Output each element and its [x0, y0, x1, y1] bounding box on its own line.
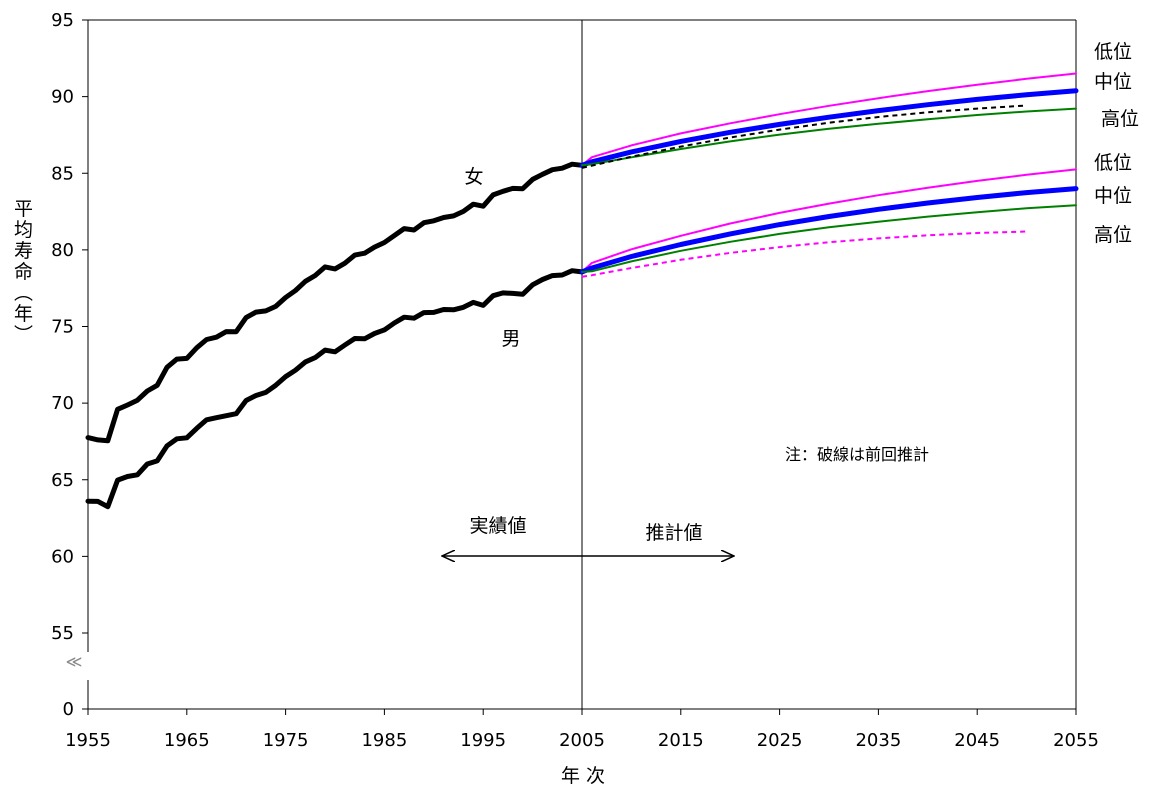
label-male-low: 低位	[1094, 152, 1132, 174]
label-male-mid: 中位	[1094, 185, 1132, 207]
y-tick-label-65: 65	[51, 470, 74, 491]
series-male-mid	[579, 186, 1079, 275]
label-female-low: 低位	[1094, 41, 1132, 63]
series-male-high	[581, 204, 1077, 273]
label-male-high: 高位	[1094, 224, 1132, 246]
x-tick-label-1955: 1955	[65, 730, 111, 751]
axis-break-icon: ≪	[66, 652, 83, 671]
plot-frame	[87, 19, 1077, 710]
label-female-mid: 中位	[1094, 71, 1132, 93]
label-actual: 実績値	[469, 515, 526, 537]
y-tick-label-85: 85	[51, 163, 74, 184]
y-tick-label-70: 70	[51, 393, 74, 414]
series-female-mid	[579, 88, 1079, 168]
label-projected: 推計値	[645, 522, 702, 544]
y-tick-label-bottom: 0	[63, 699, 74, 720]
x-axis-title: 年 次	[561, 765, 605, 787]
label-female-high: 高位	[1101, 108, 1139, 130]
series-female-actual	[85, 161, 585, 444]
x-tick-label-2015: 2015	[658, 730, 704, 751]
y-tick-label-80: 80	[51, 240, 74, 261]
x-tick-label-1965: 1965	[164, 730, 210, 751]
y-tick-label-95: 95	[51, 10, 74, 31]
series-female-low	[581, 72, 1077, 167]
series-male-low	[581, 168, 1077, 273]
series-female-prev	[581, 104, 1027, 169]
note-text: 注：破線は前回推計	[785, 445, 929, 464]
y-tick-label-55: 55	[51, 623, 74, 644]
y-tick-label-90: 90	[51, 87, 74, 108]
x-tick-label-1995: 1995	[460, 730, 506, 751]
x-tick-label-2055: 2055	[1053, 730, 1099, 751]
series-layer	[85, 72, 1079, 510]
y-tick-label-60: 60	[51, 546, 74, 567]
series-male-prev	[581, 230, 1027, 278]
x-tick-label-1985: 1985	[361, 730, 407, 751]
x-tick-label-2025: 2025	[757, 730, 803, 751]
x-tick-label-2005: 2005	[559, 730, 605, 751]
label-female: 女	[464, 166, 483, 188]
x-tick-label-1975: 1975	[263, 730, 309, 751]
y-tick-label-75: 75	[51, 317, 74, 338]
series-male-actual	[85, 268, 585, 510]
x-tick-label-2035: 2035	[855, 730, 901, 751]
y-axis-title-main: 平均寿命（年）	[11, 199, 33, 346]
series-female-high	[581, 107, 1077, 167]
x-tick-label-2045: 2045	[954, 730, 1000, 751]
axes: 55 60 65 70 75 80 85 90 95 0 ≪ 1955 1965 1975 1985 1995…	[51, 10, 1099, 751]
label-male: 男	[501, 328, 520, 350]
